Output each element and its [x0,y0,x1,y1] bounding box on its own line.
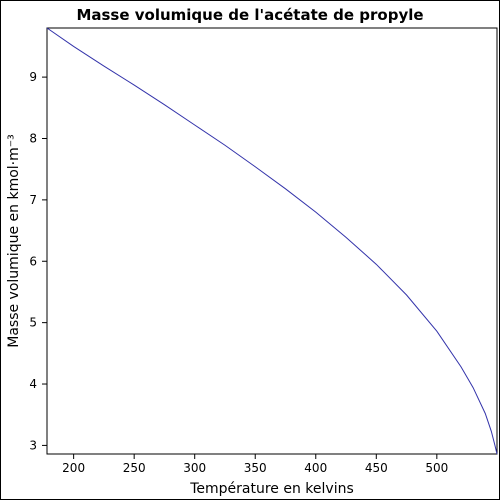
y-axis: 3 4 5 6 7 8 9 [29,70,47,452]
y-tick-label: 9 [29,70,37,84]
plot-area [46,27,498,455]
y-tick-label: 7 [29,193,37,207]
density-line [46,27,498,455]
y-tick-label: 4 [29,377,37,391]
x-tick-label: 250 [123,461,146,475]
y-tick-label: 6 [29,254,37,268]
x-tick-label: 200 [62,461,85,475]
y-tick-label: 3 [29,438,37,452]
x-tick-label: 350 [244,461,267,475]
x-axis: 200 250 300 350 400 450 500 [62,454,448,475]
x-tick-label: 450 [365,461,388,475]
x-axis-label: Température en kelvins [189,481,354,497]
series-layer [46,27,498,455]
x-tick-label: 400 [304,461,327,475]
y-tick-label: 8 [29,131,37,145]
x-tick-label: 300 [183,461,206,475]
y-axis-label: Masse volumique en kmol·m⁻³ [6,134,22,348]
chart-title: Masse volumique de l'acétate de propyle [76,6,423,24]
y-tick-label: 5 [29,316,37,330]
x-tick-label: 500 [425,461,448,475]
